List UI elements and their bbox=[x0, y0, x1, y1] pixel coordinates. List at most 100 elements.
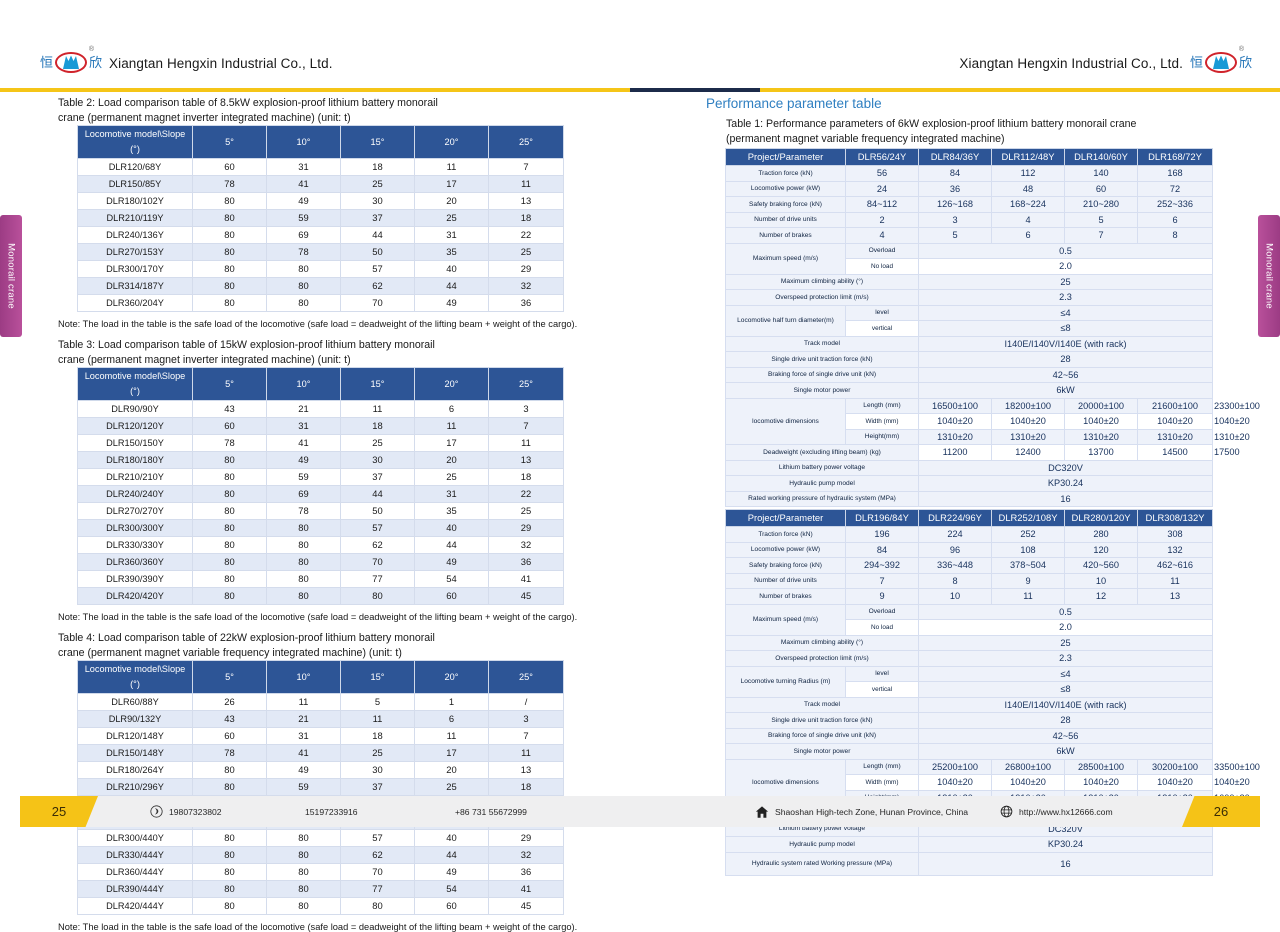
cell-value: 378~504 bbox=[991, 557, 1065, 574]
cell-param-label: Number of brakes bbox=[725, 227, 846, 244]
table-row: DLR180/102Y 80 49 30 20 13 bbox=[77, 192, 564, 210]
cell-model: DLR210/296Y bbox=[77, 778, 193, 796]
cell-value: 25 bbox=[918, 273, 1213, 290]
table-row: DLR300/170Y 80 80 57 40 29 bbox=[77, 260, 564, 278]
table-row: DLR420/444Y 80 80 80 60 45 bbox=[77, 897, 564, 915]
cell-param-label: Safety braking force (kN) bbox=[725, 196, 846, 213]
cell-value: 80 bbox=[266, 587, 341, 605]
cell-value: 80 bbox=[266, 880, 341, 898]
cell-value: 60 bbox=[1064, 180, 1138, 197]
cell-value: 20 bbox=[414, 192, 489, 210]
cell-value: 78 bbox=[192, 744, 267, 762]
cell-value: 44 bbox=[414, 536, 489, 554]
table4-caption-line1: Table 4: Load comparison table of 22kW e… bbox=[58, 632, 435, 644]
dimension-row: locomotive dimensions Length (mm) 16500±10… bbox=[725, 397, 1260, 445]
table-row: DLR420/420Y 80 80 80 60 45 bbox=[77, 587, 564, 605]
cell-value: 80 bbox=[192, 277, 267, 295]
left-page-content: Table 2: Load comparison table of 8.5kW … bbox=[0, 96, 640, 932]
cell-param-label: Maximum climbing ability (°) bbox=[725, 634, 919, 651]
cell-value: 80 bbox=[192, 587, 267, 605]
table-row: DLR120/148Y 60 31 18 11 7 bbox=[77, 727, 564, 745]
cell-value: 31 bbox=[414, 485, 489, 503]
cell-value: 13 bbox=[488, 192, 564, 210]
cell-param-label: Hydraulic pump model bbox=[725, 475, 919, 492]
cell-param-label: Maximum climbing ability (°) bbox=[725, 273, 919, 290]
cell-value: 2.0 bbox=[918, 619, 1213, 636]
cell-value: 41 bbox=[266, 175, 341, 193]
table-row: DLR360/444Y 80 80 70 49 36 bbox=[77, 863, 564, 881]
cell-value: 9 bbox=[845, 588, 919, 605]
col-header-parameter: Project/Parameter bbox=[725, 148, 846, 166]
table-row: DLR60/88Y 26 11 5 1/ bbox=[77, 693, 564, 711]
cell-value: 80 bbox=[192, 209, 267, 227]
cell-value: 25 bbox=[340, 744, 415, 762]
cell-value: 16 bbox=[918, 851, 1213, 876]
cell-value: 70 bbox=[340, 863, 415, 881]
cell-model: DLR150/148Y bbox=[77, 744, 193, 762]
cell-value: 28 bbox=[918, 351, 1213, 368]
cell-model: DLR390/390Y bbox=[77, 570, 193, 588]
cell-value: 252~336 bbox=[1137, 196, 1213, 213]
cell-model: DLR360/204Y bbox=[77, 294, 193, 312]
cell-param-label: Locomotive power (kW) bbox=[725, 541, 846, 558]
footer-website[interactable]: http://www.hx12666.com bbox=[1000, 796, 1113, 827]
section-title-performance: Performance parameter table bbox=[706, 96, 882, 111]
cell-value: 70 bbox=[340, 294, 415, 312]
cell-value: 80 bbox=[192, 485, 267, 503]
cell-value: 78 bbox=[192, 175, 267, 193]
cell-value: 32 bbox=[488, 536, 564, 554]
deadweight-row: Deadweight (excluding lifting beam) (kg)… bbox=[725, 444, 1240, 461]
cell-value: 44 bbox=[414, 846, 489, 864]
cell-group-label-turn: Locomotive turning Radius (m) bbox=[725, 665, 846, 698]
cell-param-label: Traction force (kN) bbox=[725, 526, 846, 543]
table3-caption-line1: Table 3: Load comparison table of 15kW e… bbox=[58, 339, 435, 351]
cell-value: 4 bbox=[991, 211, 1065, 228]
table-header-row: Project/Parameter DLR56/24Y DLR84/36Y DLR11… bbox=[725, 148, 1213, 166]
footer-phone-2: 15197233916 bbox=[305, 796, 358, 827]
logo-mark-icon-right: ® bbox=[1205, 46, 1244, 75]
cell-value: 59 bbox=[266, 209, 341, 227]
cell-value: 77 bbox=[340, 880, 415, 898]
cell-model: DLR270/153Y bbox=[77, 243, 193, 261]
cell-value: 36 bbox=[488, 863, 564, 881]
cell-value: 11 bbox=[991, 588, 1065, 605]
speed-row: Maximum speed (m/s) Overload 0.5 bbox=[725, 242, 1213, 275]
col-header-model-5: DLR168/72Y bbox=[1137, 148, 1213, 166]
logo-ellipse-icon bbox=[55, 52, 88, 73]
side-tab-monorail-crane-right[interactable]: Monorail crane bbox=[1258, 215, 1280, 337]
page-header: 恒 ® 欣 Xiangtan Hengxin Industrial Co., L… bbox=[0, 0, 1280, 92]
cell-value: 22 bbox=[488, 226, 564, 244]
cell-value: 108 bbox=[991, 541, 1065, 558]
cell-sub-label: Overload bbox=[845, 603, 919, 620]
logo-char-xin: 欣 bbox=[88, 55, 102, 71]
cell-value: 59 bbox=[266, 778, 341, 796]
cell-value: 6kW bbox=[918, 743, 1213, 760]
cell-value: 60 bbox=[414, 897, 489, 915]
cell-value: 80 bbox=[192, 192, 267, 210]
cell-value: 37 bbox=[340, 778, 415, 796]
side-tab-monorail-crane-left[interactable]: Monorail crane bbox=[0, 215, 22, 337]
cell-group-label-speed: Maximum speed (m/s) bbox=[725, 603, 846, 636]
cell-value: 7 bbox=[845, 572, 919, 589]
cell-sub-label: Width (mm) bbox=[845, 774, 919, 791]
cell-model: DLR210/119Y bbox=[77, 209, 193, 227]
cell-value: 168~224 bbox=[991, 196, 1065, 213]
cell-group-label-turn: Locomotive half turn diameter(m) bbox=[725, 304, 846, 337]
cell-param-label: Locomotive power (kW) bbox=[725, 180, 846, 197]
cell-value: 11 bbox=[414, 727, 489, 745]
cell-value: 1040±20 bbox=[991, 774, 1065, 791]
cell-value: 18 bbox=[488, 209, 564, 227]
cell-value: 13 bbox=[488, 761, 564, 779]
cell-value: 3 bbox=[488, 710, 564, 728]
registered-trademark-icon: ® bbox=[88, 46, 94, 53]
page-footer: 25 26 19807323802 15197233916 +86 731 55… bbox=[0, 796, 1280, 832]
cell-value: KP30.24 bbox=[918, 836, 1213, 853]
cell-value: 70 bbox=[340, 553, 415, 571]
cell-param-label: Single drive unit traction force (kN) bbox=[725, 712, 919, 729]
turn-row: Locomotive turning Radius (m) level ≤4 bbox=[725, 665, 1213, 698]
table-row: DLR120/68Y 60 31 18 11 7 bbox=[77, 158, 564, 176]
company-name-right: Xiangtan Hengxin Industrial Co., Ltd. bbox=[959, 55, 1183, 71]
cell-sub-label: Height(mm) bbox=[845, 428, 919, 445]
cell-value: 49 bbox=[414, 294, 489, 312]
cell-value: 28500±100 bbox=[1064, 758, 1138, 775]
